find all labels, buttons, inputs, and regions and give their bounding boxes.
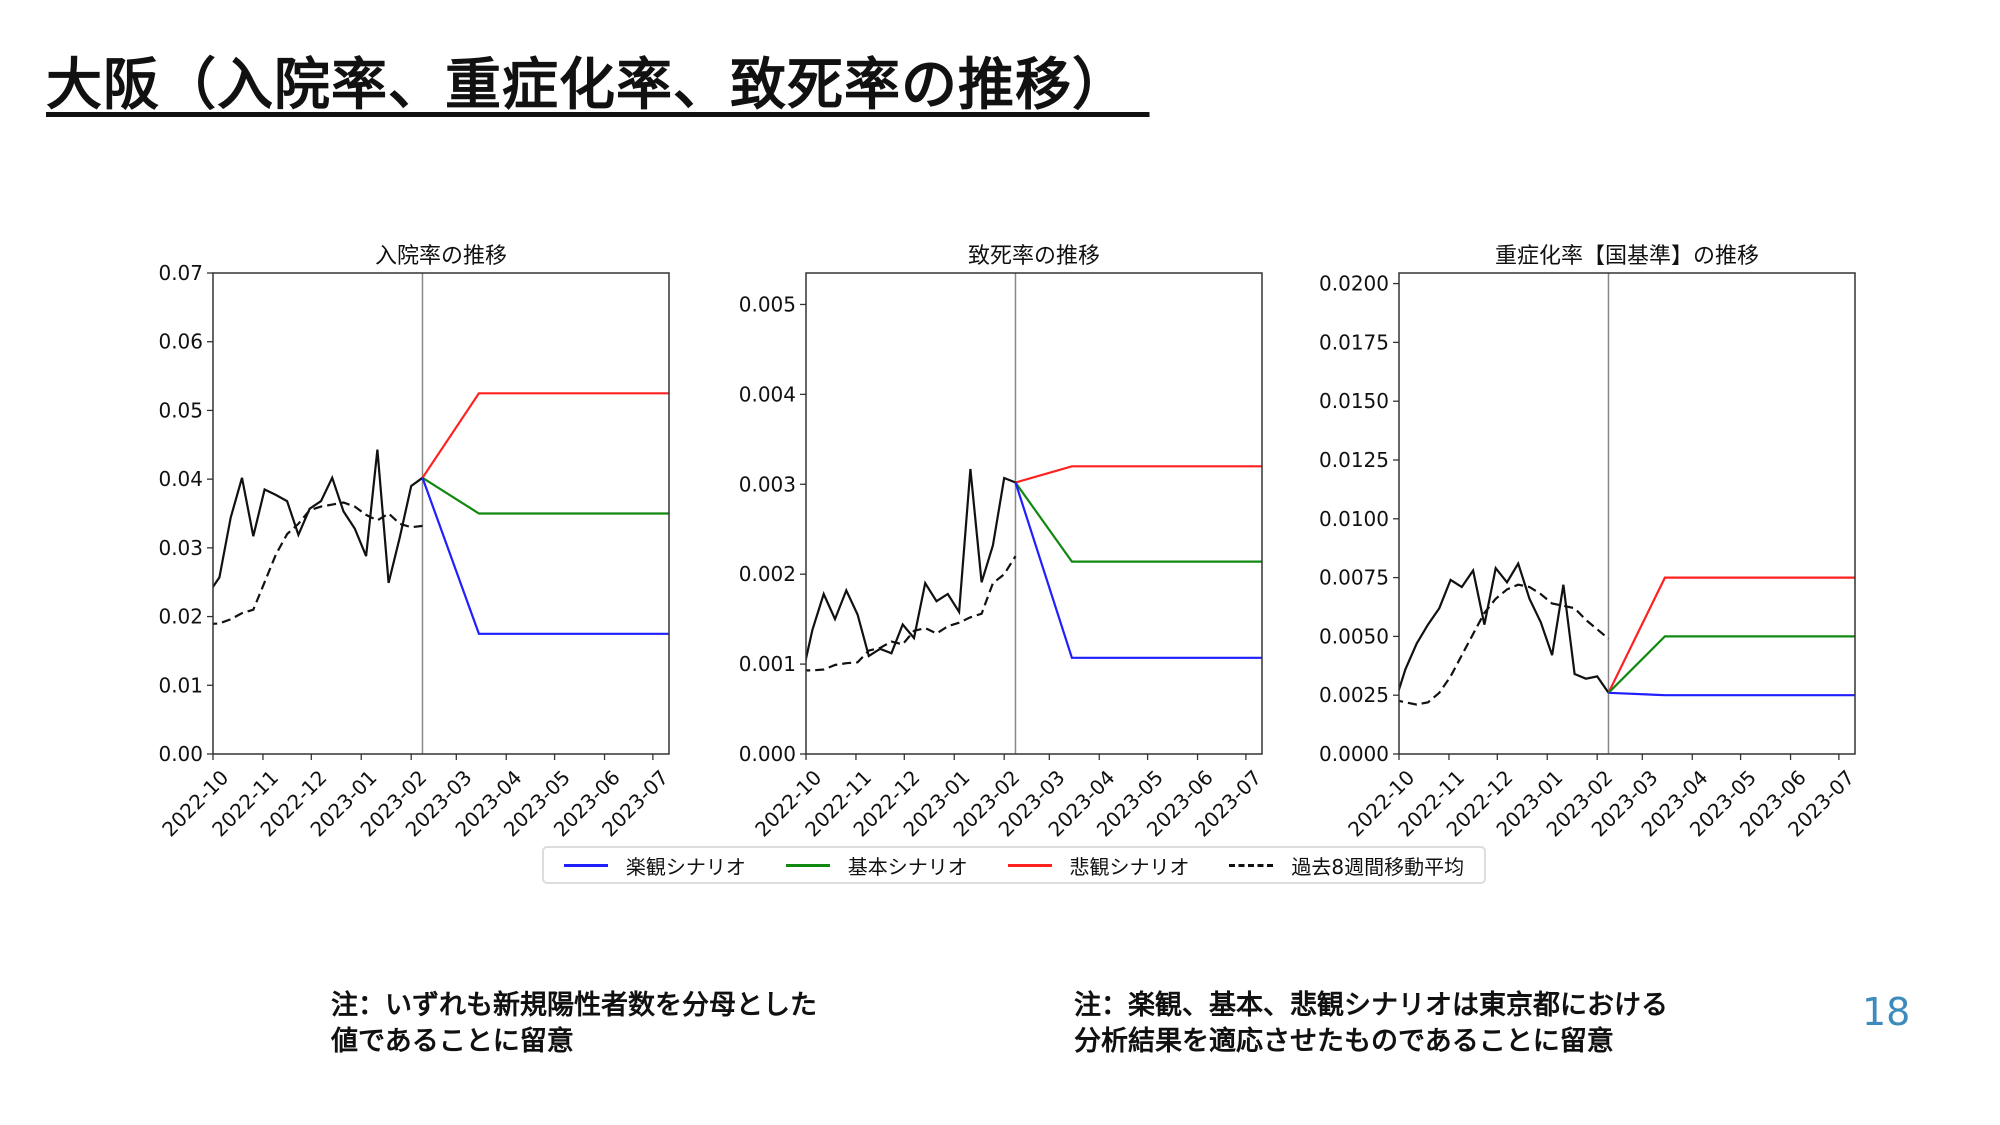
note-left-line: 値であることに留意 xyxy=(331,1026,574,1057)
observed-line xyxy=(213,449,424,589)
plot-frame xyxy=(1398,272,1856,755)
y-tick-label: 0.0100 xyxy=(1319,507,1389,531)
plot-frame xyxy=(805,272,1263,755)
note-right-line: 分析結果を適応させたものであることに留意 xyxy=(1074,1026,1614,1057)
note-right-line: 注：楽観、基本、悲観シナリオは東京都における xyxy=(1074,990,1668,1021)
y-tick-label: 0.0050 xyxy=(1319,624,1389,648)
legend-label: 過去8週間移動平均 xyxy=(1291,854,1465,879)
base-scenario-line xyxy=(1014,481,1262,563)
observed-line xyxy=(1399,560,1610,694)
note-left: 注：いずれも新規陽性者数を分母とした 値であることに留意 xyxy=(331,988,817,1060)
pessimistic-scenario-line xyxy=(421,392,669,479)
chart-title: 重症化率【国基準】の推移 xyxy=(1495,244,1759,269)
optimistic-scenario-line xyxy=(1608,691,1855,697)
legend-line-base xyxy=(785,863,830,867)
chart-title: 致死率の推移 xyxy=(968,244,1100,269)
y-tick-label: 0.05 xyxy=(158,398,203,422)
y-tick-label: 0.003 xyxy=(739,472,796,496)
legend-item-pessimistic: 悲観シナリオ xyxy=(1007,851,1190,880)
chart-2: 致死率の推移0.0000.0010.0020.0030.0040.0052022… xyxy=(739,244,1266,841)
legend-label: 悲観シナリオ xyxy=(1069,854,1190,879)
page-number: 18 xyxy=(1862,990,1911,1034)
chart-legend: 楽観シナリオ 基本シナリオ 悲観シナリオ 過去8週間移動平均 xyxy=(542,846,1486,884)
optimistic-scenario-line xyxy=(1014,482,1262,659)
moving-average-line xyxy=(1399,583,1610,706)
plot-area xyxy=(1399,273,1855,754)
y-tick-label: 0.02 xyxy=(158,605,203,629)
legend-item-base: 基本シナリオ xyxy=(785,851,968,880)
y-tick-label: 0.04 xyxy=(158,467,203,491)
base-scenario-line xyxy=(421,476,669,515)
pessimistic-scenario-line xyxy=(1015,465,1262,484)
y-tick-label: 0.002 xyxy=(739,562,796,586)
y-tick-label: 0.0000 xyxy=(1319,742,1389,766)
moving-average-line xyxy=(806,555,1017,672)
y-tick-label: 0.004 xyxy=(739,382,796,406)
legend-label: 楽観シナリオ xyxy=(625,854,746,879)
y-tick-label: 0.0200 xyxy=(1319,272,1389,296)
moving-average-line xyxy=(213,501,423,625)
note-left-line: 注：いずれも新規陽性者数を分母とした xyxy=(331,990,817,1021)
y-tick-label: 0.0150 xyxy=(1319,389,1389,413)
plot-area xyxy=(806,273,1262,754)
chart-1: 入院率の推移0.000.010.020.030.040.050.060.0720… xyxy=(157,244,673,841)
observed-line xyxy=(806,468,1016,664)
legend-label: 基本シナリオ xyxy=(847,854,968,879)
chart-title: 入院率の推移 xyxy=(375,244,507,269)
y-tick-label: 0.000 xyxy=(739,742,796,766)
y-tick-label: 0.03 xyxy=(158,536,203,560)
plot-frame xyxy=(212,272,670,755)
legend-item-moving-average: 過去8週間移動平均 xyxy=(1229,851,1464,880)
y-tick-label: 0.0075 xyxy=(1319,566,1389,590)
legend-item-optimistic: 楽観シナリオ xyxy=(563,851,746,880)
y-tick-label: 0.0025 xyxy=(1319,683,1389,707)
y-tick-label: 0.0125 xyxy=(1319,448,1389,472)
y-tick-label: 0.00 xyxy=(158,742,203,766)
y-tick-label: 0.001 xyxy=(739,652,796,676)
legend-line-moving-average xyxy=(1229,863,1274,867)
y-tick-label: 0.0175 xyxy=(1319,330,1389,354)
chart-3: 重症化率【国基準】の推移 0.0000 0.0025 0.0050 0.0075 0.01… xyxy=(1319,244,1859,841)
note-right: 注：楽観、基本、悲観シナリオは東京都における 分析結果を適応させたものであること… xyxy=(1074,988,1668,1060)
pessimistic-scenario-line xyxy=(1607,576,1855,694)
legend-line-pessimistic xyxy=(1007,863,1052,867)
legend-line-optimistic xyxy=(563,863,608,867)
y-tick-label: 0.005 xyxy=(739,292,796,316)
optimistic-scenario-line xyxy=(421,477,669,635)
base-scenario-line xyxy=(1607,635,1855,694)
y-tick-label: 0.07 xyxy=(158,261,203,285)
plot-area xyxy=(213,273,669,754)
page-title: 大阪（入院率、重症化率、致死率の推移） xyxy=(46,53,1129,118)
y-tick-label: 0.01 xyxy=(158,673,203,697)
y-tick-label: 0.06 xyxy=(158,330,203,354)
